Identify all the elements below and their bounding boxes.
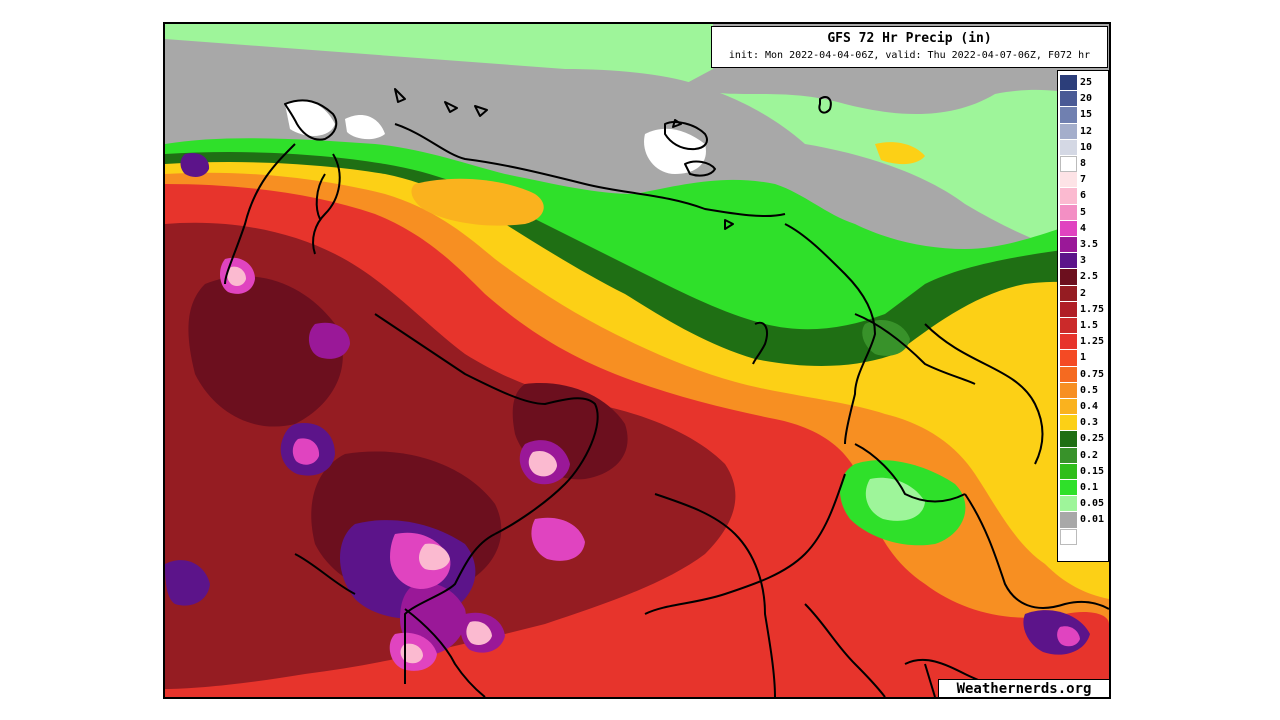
legend-swatch (1060, 172, 1077, 189)
legend-label: 1.25 (1080, 336, 1105, 348)
legend-swatch (1060, 253, 1077, 270)
legend-label: 0.01 (1080, 514, 1105, 526)
legend-entry: 2.5 (1058, 269, 1109, 286)
map-valid-time: init: Mon 2022-04-04-06Z, valid: Thu 202… (728, 50, 1091, 61)
legend-swatch (1060, 188, 1077, 205)
legend-entry: 5 (1058, 204, 1109, 221)
legend-swatch (1060, 463, 1077, 480)
legend-swatch (1060, 237, 1077, 254)
legend-label: 12 (1080, 125, 1093, 137)
legend-entry: 20 (1058, 91, 1109, 108)
legend-label: 0.3 (1080, 417, 1099, 429)
legend-swatch (1060, 204, 1077, 221)
legend-entry: 1.75 (1058, 301, 1109, 318)
legend-label: 0.75 (1080, 368, 1105, 380)
legend-swatch (1060, 75, 1077, 92)
legend-label: 25 (1080, 77, 1093, 88)
legend-swatch (1060, 107, 1077, 124)
legend-label: 2.5 (1080, 271, 1099, 283)
legend-swatch (1060, 334, 1077, 351)
legend-swatch (1060, 366, 1077, 383)
legend-entry: 0.15 (1058, 463, 1109, 480)
legend-label: 1.75 (1080, 303, 1105, 315)
legend-swatch (1060, 318, 1077, 335)
legend-label: 0.15 (1080, 465, 1105, 477)
legend-swatch (1060, 123, 1077, 140)
legend-entry: 15 (1058, 107, 1109, 124)
legend-entry: 1.5 (1058, 318, 1109, 335)
legend-swatch (1060, 139, 1077, 156)
legend-entry: 0.3 (1058, 415, 1109, 432)
legend-swatch (1060, 285, 1077, 302)
map-title: GFS 72 Hr Precip (in) (827, 31, 992, 46)
legend-entry: 0.2 (1058, 447, 1109, 464)
legend-label: 7 (1080, 174, 1087, 186)
legend-swatch (1060, 447, 1077, 464)
legend-entry: 8 (1058, 156, 1109, 173)
legend-entry: 0.1 (1058, 480, 1109, 497)
legend-label: 5 (1080, 206, 1087, 218)
legend-swatch (1060, 496, 1077, 513)
legend-swatch (1060, 512, 1077, 529)
precip-map-frame: GFS 72 Hr Precip (in) init: Mon 2022-04-… (163, 22, 1111, 699)
legend-entry (1058, 528, 1109, 545)
legend-entry: 1.25 (1058, 334, 1109, 351)
legend-label: 0.25 (1080, 433, 1105, 445)
legend-label: 6 (1080, 190, 1087, 202)
precip-legend: 25 20 15 12 10 8 7 6 5 4 3.5 3 2.5 2 1.75 1.5 1.25 1 0.75 0… (1057, 70, 1109, 562)
legend-entry: 10 (1058, 139, 1109, 156)
legend-swatch (1060, 399, 1077, 416)
legend-label: 4 (1080, 222, 1087, 234)
legend-label: 0.5 (1080, 384, 1099, 396)
legend-label: 15 (1080, 109, 1093, 121)
legend-swatch (1060, 480, 1077, 497)
legend-label: 0.05 (1080, 498, 1105, 510)
legend-entry: 25 (1058, 75, 1109, 92)
legend-label: 3 (1080, 255, 1087, 267)
legend-entry: 12 (1058, 123, 1109, 140)
legend-entry: 0.5 (1058, 382, 1109, 399)
legend-entry: 0.4 (1058, 399, 1109, 416)
legend-label: 1 (1080, 352, 1087, 364)
legend-entry: 1 (1058, 350, 1109, 367)
legend-swatch (1060, 269, 1077, 286)
legend-label: 0.1 (1080, 482, 1099, 493)
legend-entry: 0.05 (1058, 496, 1109, 513)
legend-swatch (1060, 156, 1077, 173)
legend-label: 3.5 (1080, 239, 1099, 250)
legend-entry: 4 (1058, 220, 1109, 237)
watermark-label: Weathernerds.org (938, 679, 1109, 697)
legend-entry: 0.25 (1058, 431, 1109, 448)
legend-entry: 2 (1058, 285, 1109, 302)
legend-entry: 7 (1058, 172, 1109, 189)
legend-swatch (1060, 350, 1077, 367)
legend-swatch (1060, 91, 1077, 108)
map-title-box: GFS 72 Hr Precip (in) init: Mon 2022-04-… (711, 26, 1108, 68)
legend-entry: 6 (1058, 188, 1109, 205)
legend-label: 8 (1080, 158, 1087, 169)
legend-entry: 3.5 (1058, 237, 1109, 254)
legend-label: 1.5 (1080, 320, 1099, 331)
legend-entry: 0.01 (1058, 512, 1109, 529)
legend-label: 2 (1080, 287, 1087, 299)
legend-label: 0.2 (1080, 449, 1099, 461)
legend-swatch (1060, 431, 1077, 448)
legend-swatch (1060, 301, 1077, 318)
legend-swatch (1060, 382, 1077, 399)
legend-entry: 0.75 (1058, 366, 1109, 383)
legend-swatch (1060, 220, 1077, 237)
legend-swatch (1060, 415, 1077, 432)
legend-entry: 3 (1058, 253, 1109, 270)
legend-swatch (1060, 528, 1077, 545)
precip-map (165, 24, 1109, 697)
legend-label: 10 (1080, 141, 1093, 153)
legend-label: 0.4 (1080, 401, 1099, 412)
legend-label: 20 (1080, 93, 1093, 105)
